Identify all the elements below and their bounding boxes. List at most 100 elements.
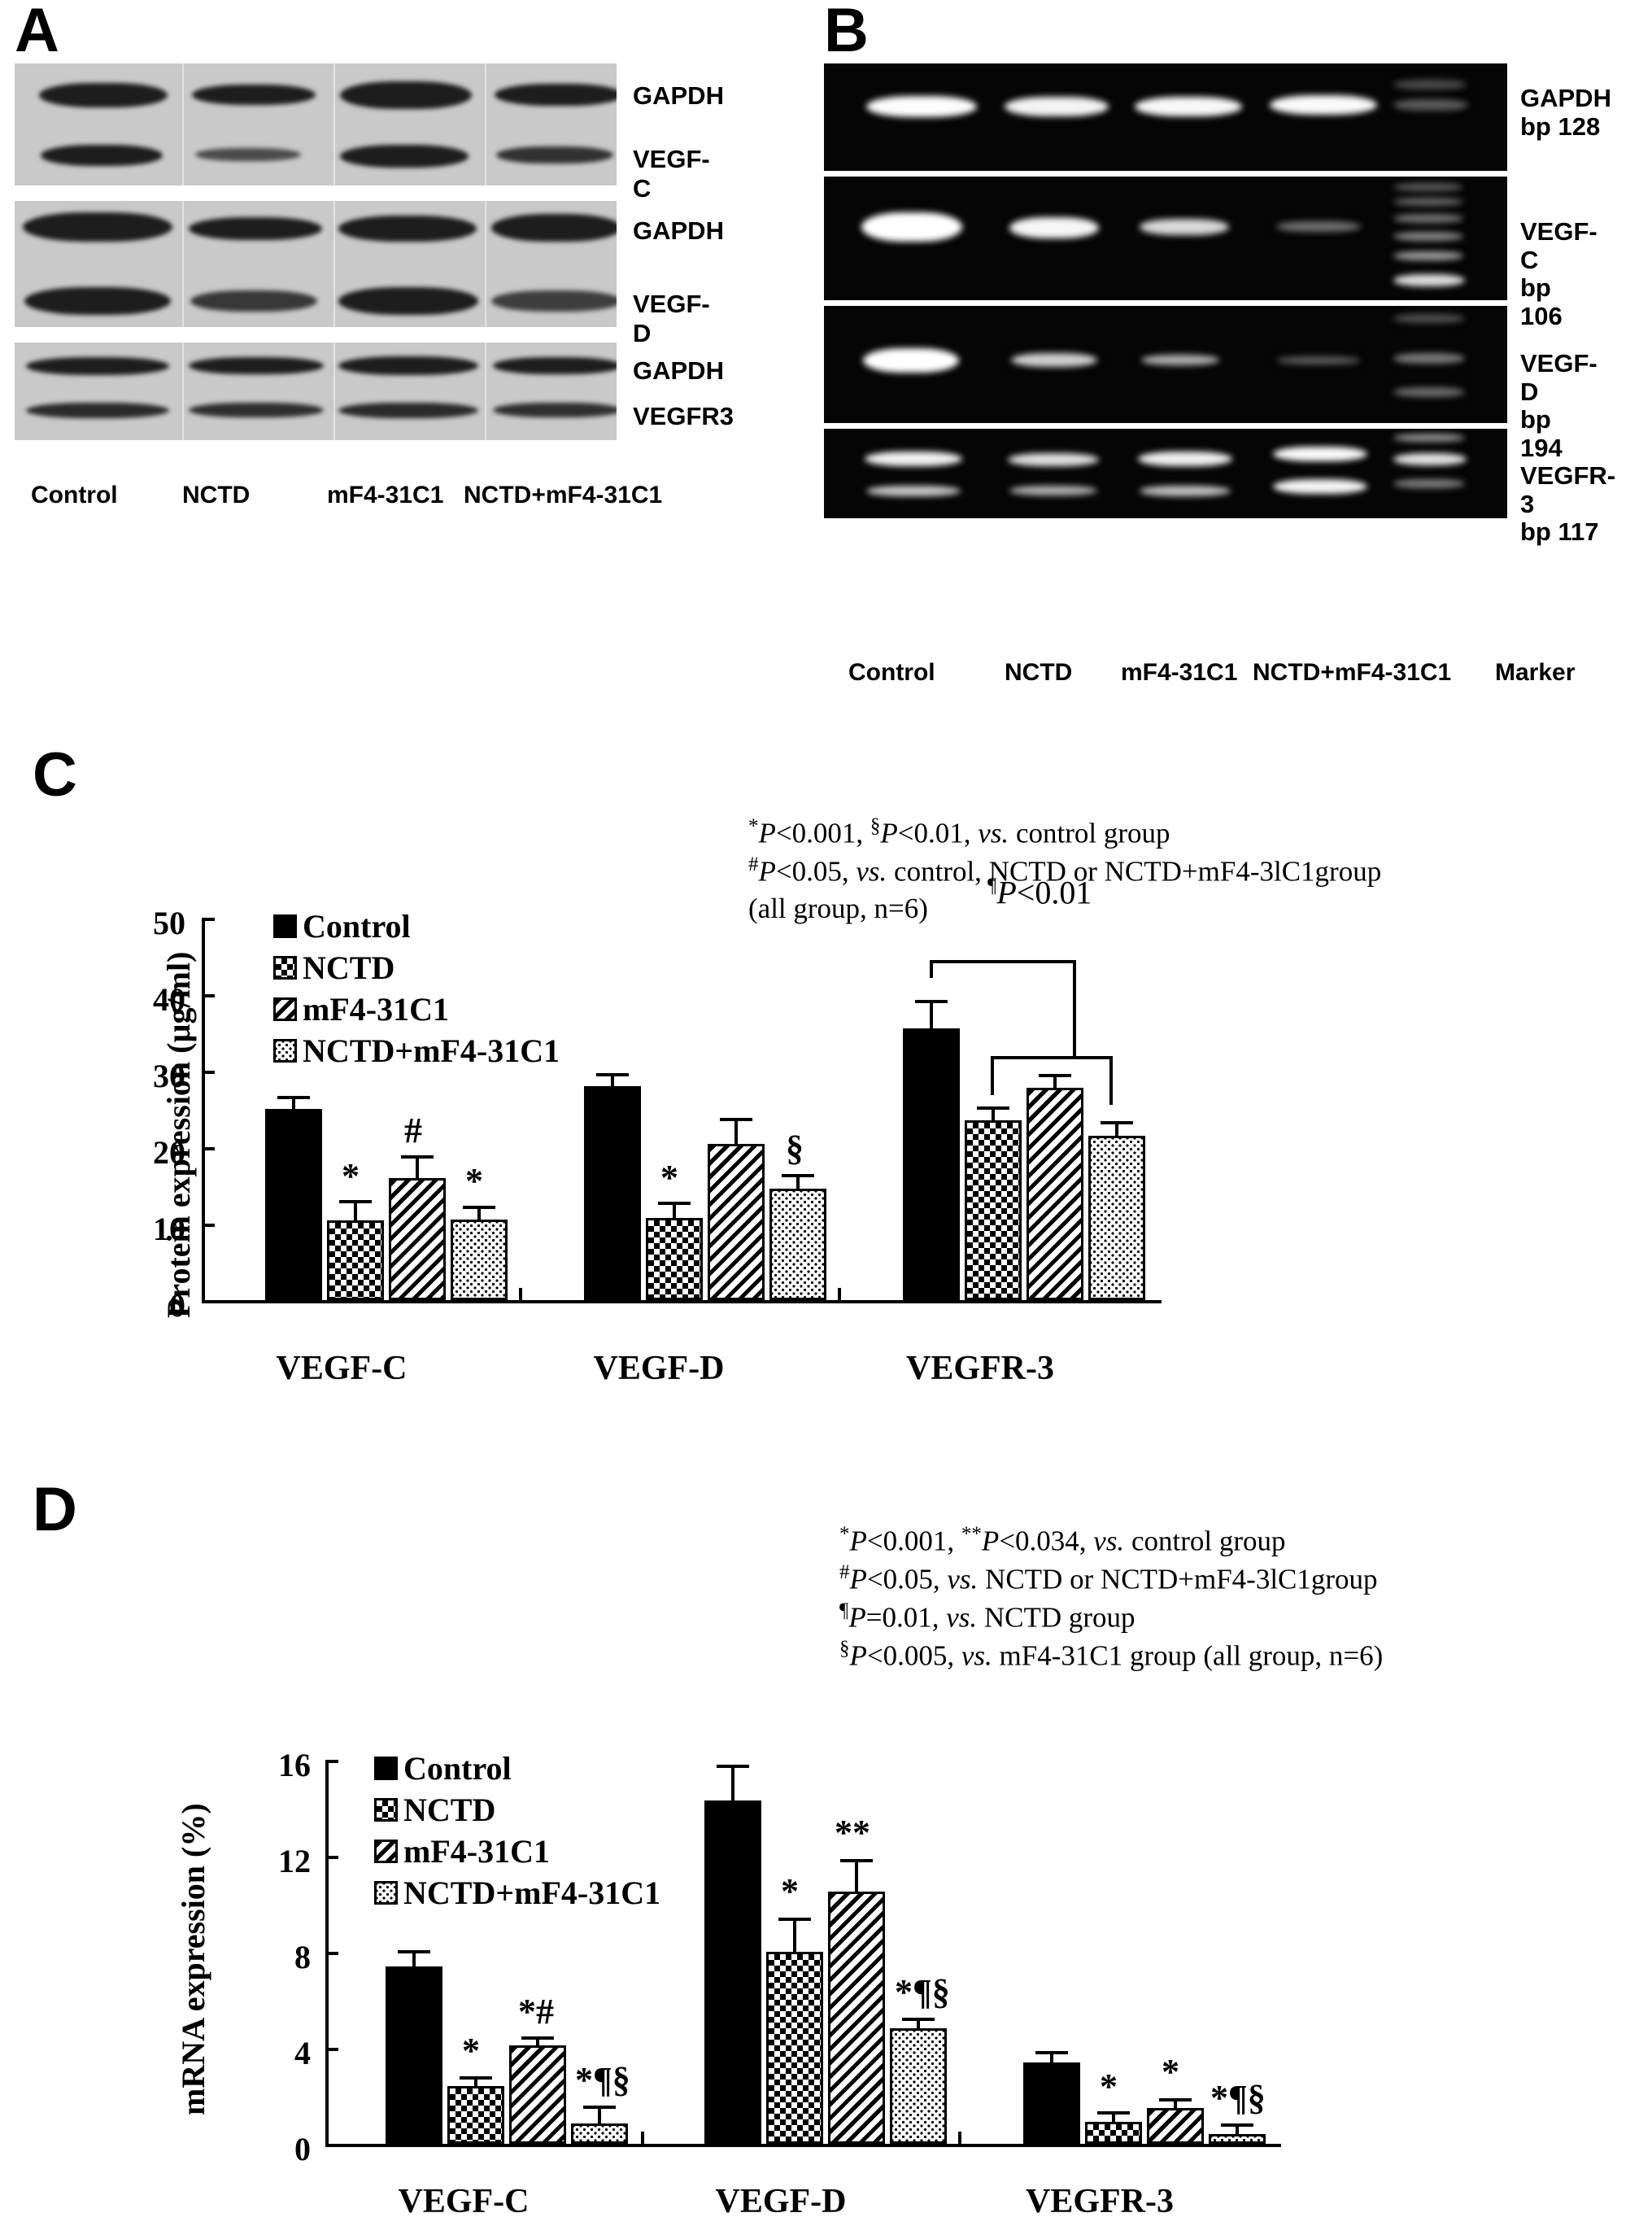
panel-d-ytick-16: 16 [278,1747,311,1783]
panel-d-group-sep-1 [641,2132,644,2144]
errcap-c-vegfd-mf431c1 [720,1118,752,1121]
panel-d-legend-label-combo: NCTD+mF4-31C1 [403,1874,661,1911]
panel-d-group-sep-2 [958,2132,961,2144]
panel-d-legend-item-control: Control [374,1750,660,1787]
band-vegfd-lane4 [491,290,617,312]
band-vegfc-lane3 [340,145,469,168]
panel-c-bracket-low-horz [991,1056,1113,1059]
gel-band-vegfr3-lane3-lower [1140,486,1231,496]
panel-d-stat-note: *P<0.001, **P<0.034, vs. control group #… [839,1521,1383,1675]
bar-d-vegfd-combo [890,2028,947,2144]
sig-d-vegfd-nctd: * [781,1871,799,1911]
panel-d-stat-line-1: *P<0.001, **P<0.034, vs. control group [839,1523,1286,1557]
errcap-d-vegfr3-control [1035,2051,1068,2054]
blot-label-vegfr3: VEGFR3 [633,402,734,430]
band-vegfr3-lane4 [493,403,617,417]
panel-a-lane-nctd: NCTD [182,482,251,508]
panel-a-letter: A [15,0,59,65]
panel-d-tick-8 [325,1952,338,1955]
sig-d-vegfr3-nctd: * [1100,2067,1118,2106]
gel-label-vegfr3-bp: bp 117 [1520,517,1599,547]
panel-c-xcat-vegfr3: VEGFR-3 [906,1350,1054,1387]
panel-c-bracket-label: ¶P<0.01 [987,874,1092,911]
sig-d-vegfr3-combo: *¶§ [1210,2078,1266,2118]
err-c-vegfr3-control [930,1003,933,1028]
err-d-vegfd-mf431c1 [855,1862,858,1892]
band-gapdh3-lane4 [493,357,617,374]
gel-band-gapdh-lane1 [866,96,977,117]
panel-d-legend-item-mf431c1: mF4-31C1 [374,1832,660,1870]
err-c-vegfd-nctd [673,1205,676,1218]
errcap-c-vegfc-combo [463,1206,495,1209]
bar-c-vegfr3-mf431c1 [1027,1088,1083,1300]
err-c-vegfd-combo [796,1177,800,1189]
gel-label-gapdh-gene: GAPDH [1520,84,1611,112]
sig-d-vegfc-mf431c1: *# [518,1992,554,2032]
sig-d-vegfc-nctd: * [462,2031,480,2071]
legend-swatch-mf431c1-icon [374,1839,398,1863]
bar-d-vegfd-control [704,1800,761,2144]
bar-d-vegfr3-combo [1209,2134,1266,2144]
panel-c-ytick-0: 0 [169,1287,185,1324]
gel-band-vegfc-lane1 [861,212,962,242]
err-d-vegfr3-mf431c1 [1174,2102,1177,2108]
bar-c-vegfc-nctd [327,1220,384,1300]
errcap-c-vegfd-nctd [658,1202,691,1205]
bar-d-vegfr3-control [1023,2062,1080,2144]
bar-c-vegfc-combo [451,1220,508,1300]
err-c-vegfr3-combo [1115,1124,1118,1136]
bar-d-vegfd-nctd [766,1952,823,2144]
errcap-d-vegfc-control [398,1950,430,1953]
panel-d-legend-label-mf431c1: mF4-31C1 [403,1832,550,1870]
panel-c-stat-line-1: *P<0.001, §P<0.01, vs. control group [748,815,1170,849]
panel-c-y-axis [202,918,205,1300]
blot-label-gapdh-2: GAPDH [633,216,724,245]
bar-d-vegfc-nctd [447,2086,504,2144]
panel-c-bracket-top-right [1073,960,1076,1059]
band-gapdh2-lane3 [338,216,477,242]
gel-band-vegfr3-lane3-upper [1138,452,1232,466]
err-d-vegfc-combo [598,2109,601,2123]
gel-label-vegfr3-gene: VEGFR-3 [1520,461,1616,518]
panel-c-tick-20 [202,1147,215,1150]
blot-label-gapdh-1: GAPDH [633,81,724,110]
err-c-vegfd-control [611,1076,614,1086]
err-c-vegfc-combo [477,1209,481,1220]
gel-band-vegfr3-lane1-lower [866,486,961,496]
panel-c-xcat-vegfd: VEGF-D [593,1350,725,1387]
panel-d-xcat-vegfr3: VEGFR-3 [1026,2183,1174,2220]
blot-block-gapdh-vegfr3 [15,343,617,440]
err-d-vegfd-control [731,1768,734,1800]
panel-c-group-sep-1 [519,1288,522,1300]
band-vegfc-lane2 [195,148,301,161]
panel-b-lane-mf431c1: mF4-31C1 [1121,659,1238,686]
panel-c-x-axis [202,1300,1162,1303]
gel-marker-gapdh-b [1393,99,1468,111]
sig-d-vegfd-mf431c1: ** [835,1813,870,1853]
errcap-d-vegfd-combo [902,2018,935,2021]
err-d-vegfd-nctd [793,1921,796,1952]
legend-swatch-control-icon [273,914,297,938]
panel-d-tick-12 [325,1856,338,1859]
gel-block-vegfc [824,177,1507,300]
gel-band-vegfd-lane3 [1141,355,1219,365]
panel-c-xcat-vegfc: VEGF-C [276,1350,408,1387]
band-gapdh-lane1 [39,83,168,107]
errcap-c-vegfr3-mf431c1 [1039,1074,1071,1077]
panel-d-xcat-vegfd: VEGF-D [715,2183,847,2220]
errcap-d-vegfd-nctd [778,1918,811,1921]
panel-c-group-sep-2 [838,1288,841,1300]
panel-d-tick-16 [325,1760,338,1763]
gel-label-vegfd-bp: bp 194 [1520,405,1563,463]
errcap-d-vegfc-mf431c1 [521,2036,554,2040]
band-gapdh-lane2 [192,85,316,105]
gel-marker-vegfd-3 [1393,387,1465,397]
panel-d-stat-line-4: §P<0.005, vs. mF4-31C1 group (all group,… [839,1638,1384,1673]
gel-block-gapdh [824,63,1507,171]
panel-d-legend-item-nctd: NCTD [374,1792,660,1828]
gel-marker-vegfr3-2 [1393,453,1467,465]
blot-block-gapdh-vegfd [15,201,617,327]
legend-swatch-combo-icon [374,1880,398,1905]
gel-label-vegfc-gene: VEGF-C [1520,217,1598,274]
bar-c-vegfc-control [265,1109,322,1300]
